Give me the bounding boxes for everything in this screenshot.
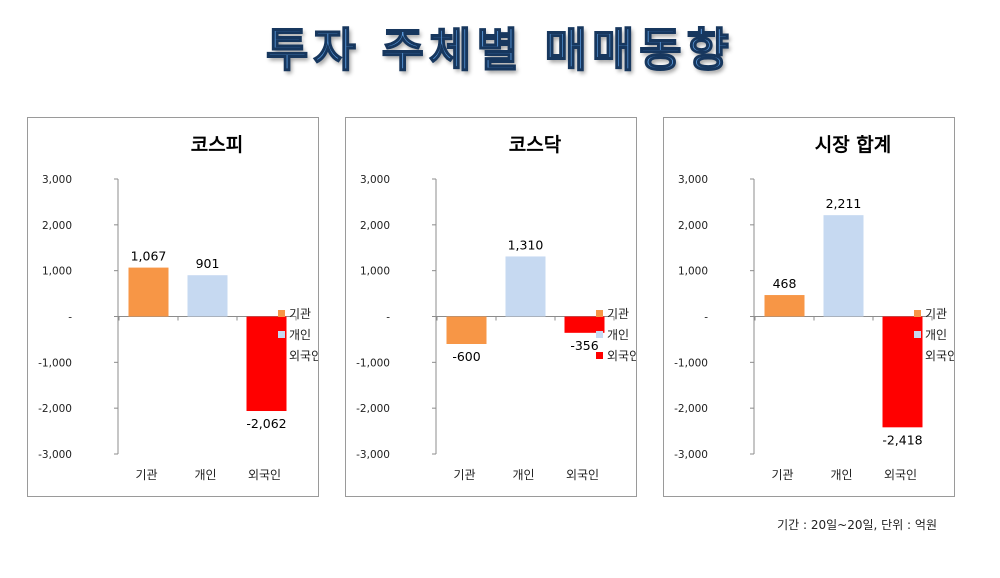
legend-label-individual: 개인 [289, 328, 311, 342]
data-label-individual: 2,211 [826, 196, 862, 211]
y-tick-label: 2,000 [42, 220, 72, 232]
x-tick-label-foreign: 외국인 [566, 468, 599, 482]
y-tick-label: -3,000 [38, 449, 72, 461]
chart-panel-total: 시장 합계 3,000 2,000 1,000 - -1,000 -2,000 -3,000 4… [663, 117, 955, 497]
data-label-individual: 901 [196, 256, 220, 271]
x-tick-label-foreign: 외국인 [884, 468, 917, 482]
chart-title-kospi: 코스피 [191, 134, 243, 156]
bar-institution [128, 267, 169, 317]
y-tick-label: 2,000 [360, 220, 390, 232]
legend-swatch-foreign [278, 352, 285, 359]
legend-swatch-institution [278, 310, 285, 317]
legend-swatch-individual [278, 331, 285, 338]
chart-kospi-svg: 코스피 3,000 2,000 1,000 - -1,000 -2,000 -3,000 1,0… [38, 134, 318, 482]
x-tick-label-institution: 기관 [453, 468, 475, 482]
bar-foreign [246, 316, 287, 412]
chart-title-total: 시장 합계 [815, 134, 892, 156]
legend-label-foreign: 외국인 [925, 349, 954, 363]
x-tick-label-institution: 기관 [135, 468, 157, 482]
data-label-foreign: -2,418 [882, 432, 922, 447]
y-tick-label: -2,000 [38, 403, 72, 415]
page-title: 투자 주체별 매매동향 [265, 22, 734, 78]
y-tick-label: -3,000 [674, 449, 708, 461]
y-tick-label: - [704, 312, 708, 324]
y-tick-label: 3,000 [360, 174, 390, 186]
legend-swatch-institution [596, 310, 603, 317]
chart-panel-kosdaq: 코스닥 3,000 2,000 1,000 - -1,000 -2,000 -3,000 -60… [345, 117, 637, 497]
chart-kosdaq-svg: 코스닥 3,000 2,000 1,000 - -1,000 -2,000 -3,000 -60… [356, 134, 636, 482]
y-tick-label: 2,000 [678, 220, 708, 232]
y-tick-label: -2,000 [674, 403, 708, 415]
x-tick-label-foreign: 외국인 [248, 468, 281, 482]
legend-swatch-individual [596, 331, 603, 338]
data-label-foreign: -356 [570, 338, 598, 353]
x-tick-label-individual: 개인 [512, 468, 534, 482]
y-tick-label: -1,000 [674, 357, 708, 369]
bar-individual [823, 215, 864, 317]
data-label-institution: 468 [773, 276, 797, 291]
bar-individual [187, 275, 228, 317]
chart-title-kosdaq: 코스닥 [509, 134, 562, 156]
legend-label-foreign: 외국인 [607, 349, 636, 363]
y-tick-label: 3,000 [678, 174, 708, 186]
x-tick-label-institution: 기관 [771, 468, 793, 482]
data-label-individual: 1,310 [508, 237, 544, 252]
bar-institution [446, 316, 487, 344]
y-tick-label: -1,000 [38, 357, 72, 369]
y-tick-label: - [386, 312, 390, 324]
legend-label-individual: 개인 [607, 328, 629, 342]
legend-label-individual: 개인 [925, 328, 947, 342]
x-tick-label-individual: 개인 [830, 468, 852, 482]
chart-total-svg: 시장 합계 3,000 2,000 1,000 - -1,000 -2,000 -3,000 4… [674, 134, 954, 482]
legend-label-institution: 기관 [607, 307, 629, 321]
y-tick-label: 1,000 [42, 266, 72, 278]
y-tick-label: 1,000 [360, 266, 390, 278]
chart-panel-kospi: 코스피 3,000 2,000 1,000 - -1,000 -2,000 -3,000 1,0… [27, 117, 319, 497]
legend-swatch-individual [914, 331, 921, 338]
y-tick-label: -3,000 [356, 449, 390, 461]
y-tick-label: -1,000 [356, 357, 390, 369]
x-tick-label-individual: 개인 [194, 468, 216, 482]
footnote: 기간 : 20일~20일, 단위 : 억원 [777, 518, 937, 532]
legend-label-institution: 기관 [925, 307, 947, 321]
legend-swatch-foreign [596, 352, 603, 359]
bar-foreign [564, 316, 605, 333]
legend-swatch-foreign [914, 352, 921, 359]
y-tick-label: 1,000 [678, 266, 708, 278]
bar-institution [764, 295, 805, 317]
legend-swatch-institution [914, 310, 921, 317]
data-label-institution: 1,067 [131, 249, 167, 264]
y-tick-label: - [68, 312, 72, 324]
data-label-institution: -600 [452, 349, 480, 364]
y-tick-label: 3,000 [42, 174, 72, 186]
legend-label-foreign: 외국인 [289, 349, 318, 363]
legend-label-institution: 기관 [289, 307, 311, 321]
y-tick-label: -2,000 [356, 403, 390, 415]
data-label-foreign: -2,062 [246, 416, 286, 431]
bar-individual [505, 256, 546, 317]
